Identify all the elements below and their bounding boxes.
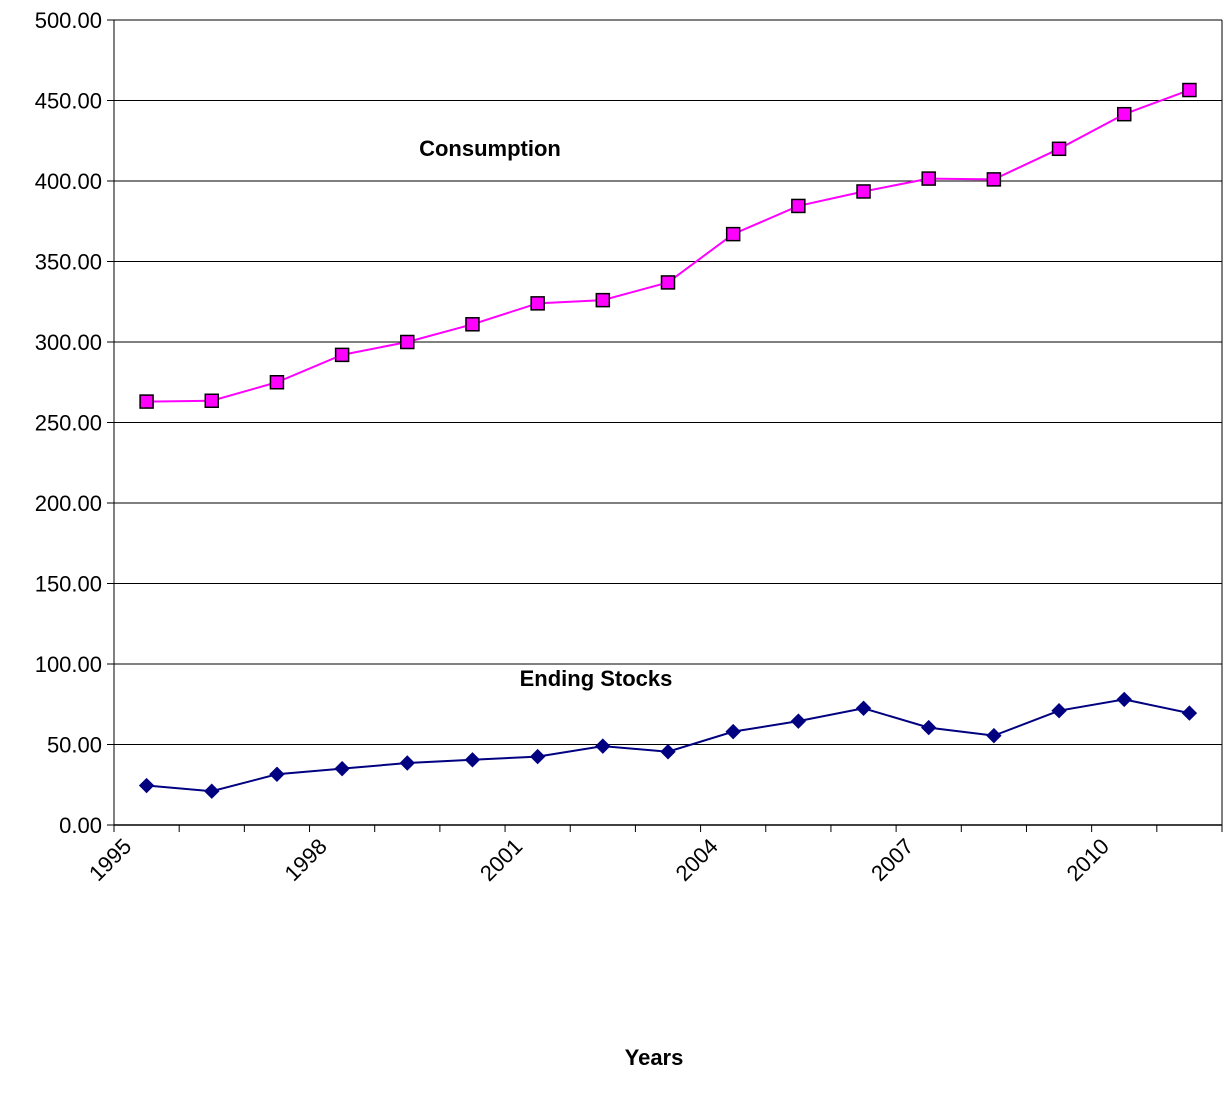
x-tick-label: 1998 [280,834,332,886]
axes: 0.00 50.00 100.00 150.00 200.00 250.00 300.00 3… [35,8,1223,886]
data-point-ending-stocks [660,744,676,760]
data-point-consumption [725,226,741,242]
y-tick-label: 250.00 [35,411,102,436]
data-point-ending-stocks [1116,691,1132,708]
x-tick-label: 2001 [475,834,527,886]
data-point-consumption [1182,82,1197,98]
data-point-consumption [921,171,936,186]
data-point-consumption [269,375,285,390]
data-point-consumption [465,317,480,332]
x-axis-title: Years [625,1045,684,1070]
y-tick-label: 150.00 [35,572,102,597]
y-tick-label: 450.00 [35,89,102,114]
data-point-consumption [400,334,415,350]
x-tick-label: 1995 [84,834,136,886]
data-point-ending-stocks [529,748,546,765]
data-point-consumption [204,393,220,409]
data-point-consumption [856,184,871,199]
data-point-ending-stocks [725,723,741,740]
data-point-ending-stocks [269,766,285,782]
y-tick-label: 300.00 [35,330,102,355]
data-point-ending-stocks [986,727,1002,744]
series-label-consumption: Consumption [419,136,561,161]
data-point-ending-stocks [595,738,611,754]
data-point-ending-stocks [204,783,220,799]
data-point-consumption [139,394,154,409]
labels: Consumption Ending Stocks Years [419,136,683,1070]
data-point-consumption [1116,106,1132,122]
data-point-consumption [660,275,676,290]
data-point-ending-stocks [334,760,350,777]
y-tick-label: 50.00 [47,733,102,758]
data-point-ending-stocks [1051,702,1067,719]
data-point-consumption [1051,141,1067,157]
series-line-consumption [146,89,1190,403]
y-tick-label: 0.00 [59,813,102,838]
x-tick-label: 2007 [866,834,918,886]
data-point-ending-stocks [1181,705,1198,721]
gridlines [114,19,1222,745]
data-point-consumption [986,172,1002,187]
data-point-consumption [791,198,806,214]
y-tick-label: 350.00 [35,250,102,275]
series-label-ending-stocks: Ending Stocks [520,666,673,691]
data-point-ending-stocks [138,777,155,794]
data-point-consumption [595,292,611,308]
x-tick-label: 2004 [671,834,723,886]
y-tick-label: 200.00 [35,491,102,516]
y-tick-label: 500.00 [35,8,102,33]
data-point-ending-stocks [399,755,416,771]
x-tick-label: 2010 [1062,834,1114,886]
data-point-consumption [530,296,545,311]
data-point-ending-stocks [464,752,481,768]
y-tick-label: 400.00 [35,169,102,194]
data-point-ending-stocks [855,700,872,716]
series-group [138,82,1198,799]
data-point-ending-stocks [790,713,807,729]
data-point-consumption [334,347,350,363]
y-tick-label: 100.00 [35,652,102,677]
data-point-ending-stocks [920,719,937,736]
